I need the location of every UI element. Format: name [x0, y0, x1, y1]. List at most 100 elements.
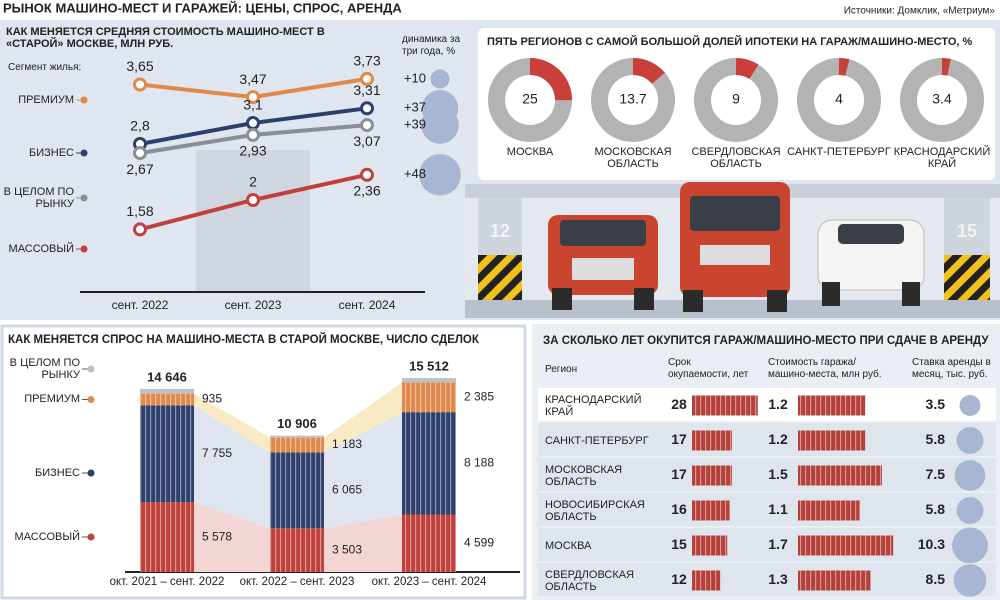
column-header: Ставка аренды в месяц, тыс. руб. [912, 357, 991, 380]
bar-texture [692, 535, 728, 556]
row-label: САНКТ-ПЕТЕРБУРГ [545, 434, 649, 447]
total-label: 14 646 [147, 369, 187, 384]
value-label: 2 [249, 174, 257, 190]
legend-dot [80, 245, 88, 253]
cell-value: 1.5 [768, 466, 788, 482]
row-bg [538, 458, 996, 491]
change-label: +10 [404, 70, 426, 85]
x-tick-label: сент. 2023 [225, 298, 282, 312]
pillar-number: 15 [957, 221, 977, 241]
bar-texture [798, 500, 860, 521]
x-tick-label: окт. 2021 – сент. 2022 [110, 576, 225, 588]
change-bubble [421, 106, 459, 144]
donut-value: 3.4 [932, 91, 952, 107]
donut-segment [694, 58, 778, 142]
segment-label: 4 599 [464, 535, 494, 549]
change-label: +39 [404, 117, 426, 132]
bar-texture [140, 405, 194, 503]
value-label: 3,47 [239, 71, 266, 87]
segment-label: 5 578 [202, 529, 232, 543]
column-header: Регион [545, 364, 578, 375]
row-label: МОСКВА [545, 539, 592, 552]
donut-segment [591, 58, 675, 142]
x-tick-label: сент. 2024 [339, 298, 396, 312]
column-header: Срок окупаемости, лет [668, 357, 749, 380]
value-label: 3,07 [353, 133, 380, 149]
segment-label: 8 188 [464, 456, 494, 470]
garage-illustration: 12 15 [465, 182, 1000, 318]
column-header: Стоимость гаража/ машино-места, млн руб. [768, 357, 882, 380]
legend-label: ПРЕМИУМ [24, 393, 80, 406]
connector [194, 393, 270, 453]
donut-label: МОСКВА [506, 146, 554, 158]
bar-texture [798, 395, 866, 416]
donut-segment [797, 58, 881, 142]
row-label: МОСКОВСКАЯ ОБЛАСТЬ [545, 463, 623, 488]
row-label: НОВОСИБИРСКАЯ ОБЛАСТЬ [545, 498, 645, 523]
bar-texture [270, 528, 324, 572]
cell-value: 3.5 [926, 396, 946, 412]
segment-label: 6 065 [332, 482, 362, 496]
connector [324, 382, 402, 453]
connector [194, 502, 270, 572]
row-bg [538, 563, 996, 596]
donut-label: МОСКОВСКАЯ ОБЛАСТЬ [594, 146, 672, 170]
bar-texture [692, 570, 721, 591]
bar-texture [402, 514, 456, 572]
change-label: +48 [404, 166, 426, 181]
x-tick-label: окт. 2023 – сент. 2024 [372, 576, 487, 588]
row-label: СВЕРДЛОВСКАЯ ОБЛАСТЬ [545, 568, 635, 593]
total-cap [402, 378, 456, 383]
chart-title: КАК МЕНЯЕТСЯ СПРОС НА МАШИНО-МЕСТА В СТА… [8, 333, 480, 346]
donut-label: КРАСНОДАРСКИЙ КРАЙ [893, 146, 991, 170]
legend-label: В ЦЕЛОМ ПО РЫНКУ [3, 186, 74, 210]
bar-texture [798, 465, 882, 486]
change-bubble [419, 154, 461, 196]
total-cap [270, 435, 324, 438]
bar-texture [798, 430, 866, 451]
bar-texture [402, 412, 456, 515]
value-label: 1,58 [126, 203, 153, 219]
segment-label: 1 183 [332, 437, 362, 451]
bar-texture [692, 395, 758, 416]
point [360, 71, 374, 86]
cell-value: 12 [671, 571, 687, 587]
bar-texture [402, 382, 456, 413]
bar-texture [270, 452, 324, 529]
cell-value: 1.3 [768, 571, 788, 587]
cell-value: 5.8 [926, 431, 946, 447]
x-tick-label: сент. 2022 [112, 298, 169, 312]
row-bg [538, 423, 996, 456]
row-label: КРАСНОДАРСКИЙ КРАЙ [545, 393, 642, 418]
value-label: 2,8 [130, 118, 150, 134]
bar-texture [692, 500, 730, 521]
segment-label: 2 385 [464, 389, 494, 403]
bubble [952, 527, 988, 564]
connector [324, 514, 402, 572]
highlight-band [196, 150, 310, 292]
cell-value: 10.3 [918, 536, 945, 552]
legend-dot [87, 469, 95, 477]
bar-texture [270, 437, 324, 453]
donut-segment [488, 58, 572, 142]
bar-texture [798, 570, 871, 591]
value-label: 2,67 [126, 161, 153, 177]
bar-texture [692, 465, 732, 486]
legend-dot [87, 365, 95, 373]
segment-label: 7 755 [202, 446, 232, 460]
pillar-number: 12 [490, 221, 510, 241]
point [246, 90, 260, 105]
bar-texture [798, 535, 894, 556]
cell-value: 15 [671, 536, 687, 552]
cell-value: 17 [671, 431, 687, 447]
page-title: РЫНОК МАШИНО-МЕСТ И ГАРАЖЕЙ: ЦЕНЫ, СПРОС… [3, 0, 402, 15]
connector [194, 405, 270, 529]
value-label: 2,36 [353, 183, 380, 199]
bar-texture [140, 393, 194, 406]
value-label: 3,31 [353, 82, 380, 98]
point [246, 127, 260, 142]
legend-label: ПРЕМИУМ [18, 94, 74, 106]
change-bubble [430, 69, 450, 89]
x-tick-label: окт. 2022 – сент. 2023 [240, 576, 355, 588]
donut-segment [900, 58, 984, 142]
